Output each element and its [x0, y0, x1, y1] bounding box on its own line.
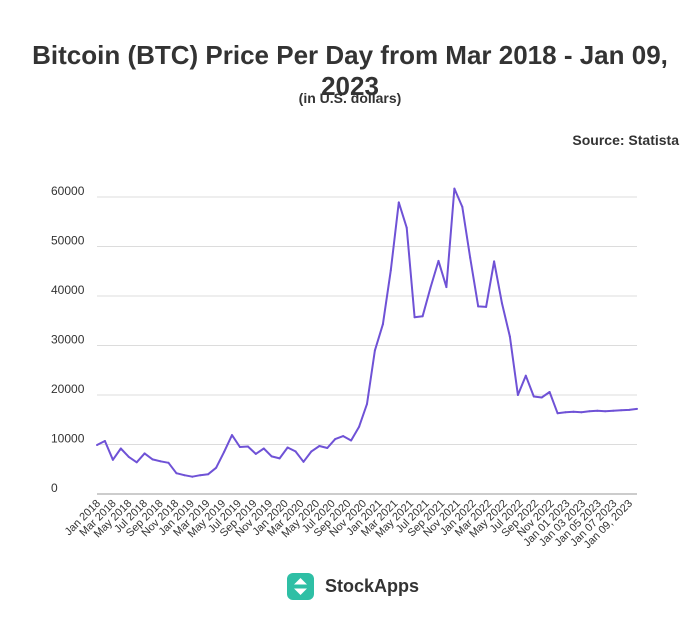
data-point [397, 201, 400, 204]
data-point [159, 460, 162, 463]
data-point [596, 409, 599, 412]
data-point [342, 435, 345, 438]
series-line [96, 187, 638, 478]
data-point [532, 395, 535, 398]
data-point [501, 302, 503, 305]
data-point [326, 447, 329, 449]
data-point [628, 408, 631, 411]
data-point [96, 444, 98, 446]
data-point [310, 450, 313, 453]
data-point [469, 256, 472, 259]
y-tick-label: 0 [51, 481, 58, 495]
data-point [135, 461, 138, 464]
data-point [564, 411, 567, 414]
data-point [485, 305, 488, 308]
data-point [207, 473, 210, 476]
data-point [318, 445, 321, 447]
chart-subtitle: (in U.S. dollars) [298, 90, 402, 106]
data-point [524, 374, 527, 377]
data-point [254, 452, 257, 455]
data-point [151, 458, 154, 461]
data-point [231, 434, 233, 437]
data-point [445, 286, 448, 289]
data-point [437, 259, 440, 262]
data-point [278, 457, 281, 460]
data-point [556, 412, 559, 415]
data-point [183, 474, 186, 477]
data-point [167, 461, 170, 464]
data-point [175, 472, 178, 475]
data-point [429, 286, 432, 289]
data-point [421, 315, 424, 318]
data-point [620, 409, 623, 412]
data-point [111, 458, 114, 461]
data-point [103, 440, 106, 442]
data-point [366, 402, 368, 405]
data-point [493, 260, 496, 263]
data-point [246, 445, 249, 448]
brand-footer[interactable]: StockApps [287, 572, 419, 600]
data-point [389, 269, 392, 272]
data-point [588, 410, 591, 413]
data-point [127, 455, 130, 458]
data-point [215, 466, 218, 469]
data-point [604, 410, 607, 413]
data-point [199, 474, 202, 477]
y-tick-label: 30000 [51, 333, 85, 347]
data-point [453, 187, 456, 190]
data-point [238, 446, 241, 448]
data-point [572, 410, 575, 413]
y-tick-label: 40000 [51, 283, 85, 297]
data-point [119, 447, 122, 450]
data-point [381, 323, 384, 326]
data-point [461, 205, 464, 208]
data-point [286, 446, 289, 449]
data-point [302, 460, 305, 463]
data-point [373, 349, 376, 352]
data-point [270, 455, 273, 458]
data-point [540, 396, 543, 399]
data-point [350, 439, 353, 442]
chart-source: Source: Statista [572, 132, 679, 148]
data-point [191, 475, 194, 478]
data-point [413, 316, 416, 319]
data-point [548, 391, 551, 393]
data-point [477, 305, 480, 308]
data-point [223, 450, 226, 453]
data-point [294, 450, 297, 453]
data-point [334, 438, 337, 441]
chart-title: Bitcoin (BTC) Price Per Day from Mar 201… [32, 40, 668, 101]
data-point [580, 411, 583, 414]
data-point [508, 335, 511, 338]
data-point [516, 394, 519, 396]
y-tick-label: 60000 [51, 184, 85, 198]
data-point [262, 447, 265, 450]
y-tick-label: 20000 [51, 382, 85, 396]
data-point [358, 425, 361, 428]
y-tick-label: 10000 [51, 432, 85, 446]
data-point [612, 409, 615, 412]
data-point [405, 226, 408, 229]
y-tick-label: 50000 [51, 234, 85, 248]
data-point [143, 452, 146, 455]
stockapps-logo-icon [287, 572, 314, 600]
data-point [636, 407, 638, 410]
brand-name: StockApps [325, 575, 420, 596]
